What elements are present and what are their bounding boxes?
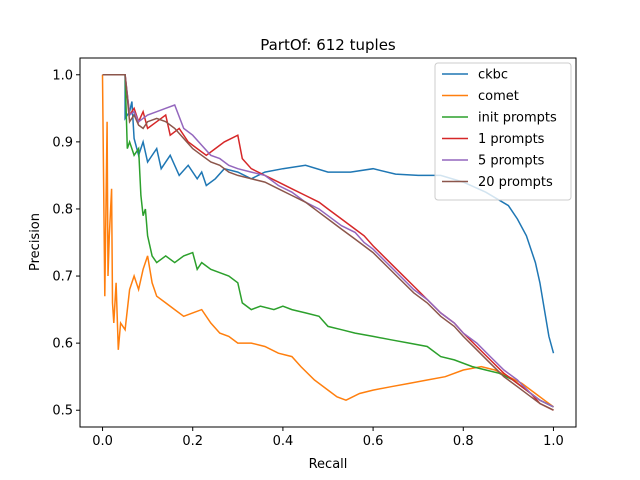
y-axis-label: Precision <box>28 213 43 271</box>
legend-label-5-prompts: 5 prompts <box>478 154 545 169</box>
x-tick-label: 0.4 <box>273 434 294 449</box>
series-line-20-prompts <box>102 74 554 411</box>
legend-label-init-prompts: init prompts <box>478 111 557 126</box>
y-tick-label: 0.8 <box>52 202 73 217</box>
series-line-comet <box>101 74 554 408</box>
x-tick-label: 0.2 <box>182 434 203 449</box>
chart-title: PartOf: 612 tuples <box>260 36 396 54</box>
legend-label-ckbc: ckbc <box>478 68 508 83</box>
y-tick-label: 1.0 <box>52 68 73 83</box>
y-tick-label: 0.9 <box>52 135 73 150</box>
y-tick-label: 0.5 <box>52 404 73 419</box>
y-tick-label: 0.6 <box>52 337 73 352</box>
legend: ckbc comet init prompts 1 prompts 5 prompts 2… <box>434 62 572 201</box>
x-tick-label: 0.8 <box>453 434 474 449</box>
x-tick-label: 0.6 <box>363 434 384 449</box>
x-tick-label: 1.0 <box>543 434 564 449</box>
plot-frame <box>79 57 577 428</box>
x-axis-label: Recall <box>309 457 348 472</box>
series-line-ckbc <box>102 74 555 354</box>
x-axis: 0.0 0.2 0.4 0.6 0.8 1.0 <box>92 427 564 449</box>
y-tick-label: 0.7 <box>52 270 73 285</box>
legend-frame <box>434 62 572 201</box>
legend-label-20-prompts: 20 prompts <box>478 175 553 190</box>
series-layer <box>101 74 555 411</box>
y-axis: 0.5 0.6 0.7 0.8 0.9 1.0 <box>52 68 80 419</box>
legend-label-comet: comet <box>478 89 519 104</box>
series-line-init-prompts <box>102 74 554 408</box>
x-tick-label: 0.0 <box>92 434 113 449</box>
legend-label-1-prompts: 1 prompts <box>478 132 545 147</box>
